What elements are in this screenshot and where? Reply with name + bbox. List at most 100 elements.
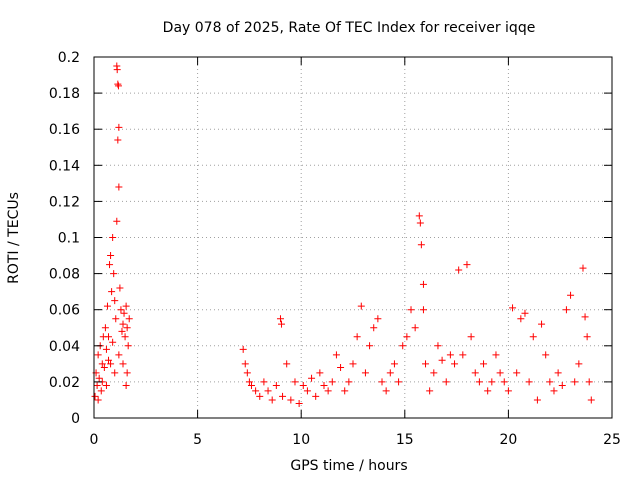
data-point: [480, 360, 488, 368]
data-point: [114, 136, 122, 144]
data-point: [415, 212, 423, 220]
y-tick-label: 0.06: [49, 303, 80, 319]
data-point: [513, 369, 521, 377]
data-point: [279, 392, 287, 400]
data-point: [517, 315, 525, 323]
data-point: [98, 360, 106, 368]
data-point: [581, 313, 589, 321]
data-point: [529, 333, 537, 341]
axis-ticks: 0 0.02 0.04 0.06 0.08 0.1 0.12 0.14 0.16 0.18 0.2 0…: [49, 50, 621, 448]
data-point: [366, 342, 374, 350]
data-point: [419, 280, 427, 288]
data-point: [276, 315, 284, 323]
data-point: [308, 374, 316, 382]
data-point: [303, 387, 311, 395]
data-point: [121, 333, 129, 341]
data-point: [247, 382, 255, 390]
x-tick-label: 25: [603, 432, 621, 448]
y-tick-label: 0.14: [49, 158, 80, 174]
data-point: [382, 387, 390, 395]
data-point: [416, 219, 424, 227]
data-point: [283, 360, 291, 368]
y-tick-label: 0.02: [49, 375, 80, 391]
data-point: [123, 369, 131, 377]
data-point: [114, 80, 122, 88]
data-point: [115, 351, 123, 359]
y-axis-label: ROTI / TECUs: [6, 192, 22, 284]
data-point: [583, 333, 591, 341]
data-point: [116, 284, 124, 292]
data-point: [550, 387, 558, 395]
data-point: [122, 382, 130, 390]
x-tick-label: 15: [396, 432, 414, 448]
data-point: [117, 306, 125, 314]
data-point: [496, 369, 504, 377]
data-point: [119, 320, 127, 328]
data-point: [101, 324, 109, 332]
data-point: [463, 261, 471, 269]
data-point: [345, 378, 353, 386]
data-point: [407, 306, 415, 314]
data-point: [111, 297, 119, 305]
data-point: [100, 363, 108, 371]
y-tick-label: 0: [71, 411, 80, 427]
data-point: [124, 342, 132, 350]
data-point: [112, 315, 120, 323]
y-tick-label: 0.16: [49, 122, 80, 138]
data-point: [521, 309, 529, 317]
data-point: [509, 304, 517, 312]
data-point: [243, 369, 251, 377]
data-point: [122, 302, 130, 310]
x-tick-label: 0: [90, 432, 99, 448]
data-point: [109, 234, 117, 241]
data-points: [91, 62, 595, 408]
data-point: [442, 378, 450, 386]
data-point: [299, 382, 307, 390]
data-point: [488, 378, 496, 386]
data-point: [118, 327, 126, 335]
data-point: [399, 342, 407, 350]
data-point: [525, 378, 533, 386]
data-point: [395, 378, 403, 386]
data-point: [587, 396, 595, 404]
data-point: [471, 369, 479, 377]
data-point: [91, 392, 99, 400]
data-point: [95, 374, 103, 382]
x-tick-label: 20: [499, 432, 517, 448]
data-point: [419, 306, 427, 314]
data-point: [120, 309, 128, 317]
y-tick-label: 0.1: [58, 231, 80, 247]
data-point: [484, 387, 492, 395]
data-point: [571, 378, 579, 386]
data-point: [93, 382, 101, 390]
data-point: [390, 360, 398, 368]
data-point: [316, 369, 324, 377]
data-point: [341, 387, 349, 395]
data-point: [239, 345, 247, 353]
data-point: [256, 392, 264, 400]
data-point: [558, 382, 566, 390]
data-point: [291, 378, 299, 386]
data-point: [123, 324, 131, 332]
data-point: [115, 123, 123, 131]
chart-title: Day 078 of 2025, Rate Of TEC Index for r…: [163, 20, 536, 36]
data-point: [533, 396, 541, 404]
data-point: [264, 387, 272, 395]
data-point: [451, 360, 459, 368]
data-point: [110, 270, 118, 278]
data-point: [103, 302, 111, 310]
data-point: [357, 302, 365, 310]
data-point: [403, 333, 411, 341]
data-point: [105, 333, 113, 341]
data-point: [554, 369, 562, 377]
data-point: [108, 288, 116, 296]
data-point: [113, 66, 121, 74]
data-point: [422, 360, 430, 368]
data-point: [125, 315, 133, 323]
data-point: [455, 266, 463, 274]
data-point: [106, 261, 114, 269]
data-point: [349, 360, 357, 368]
x-axis-label: GPS time / hours: [290, 458, 407, 474]
data-point: [353, 333, 361, 341]
